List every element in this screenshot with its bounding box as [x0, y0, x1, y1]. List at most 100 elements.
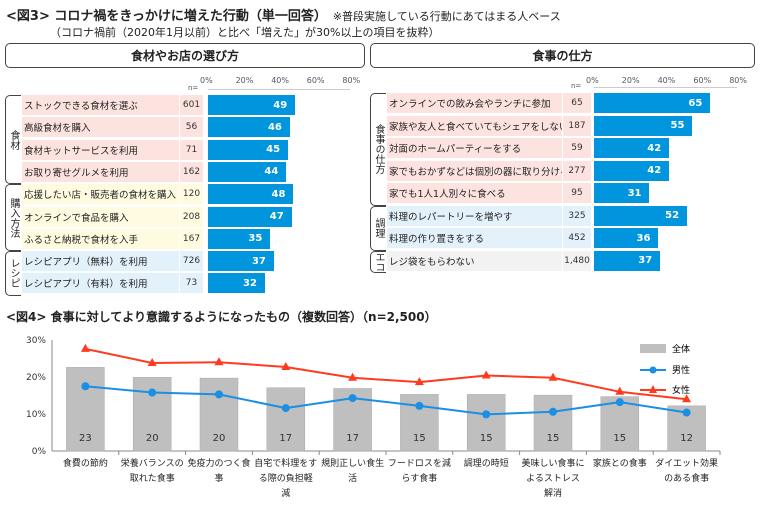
bar: 55 [594, 115, 693, 136]
point-male [549, 407, 557, 416]
row-label: 家族や友人と食べていてもシェアをしない [387, 115, 562, 136]
bar: 49 [208, 95, 296, 115]
axis-tick-label: 20% [235, 76, 254, 85]
row-label: レジ袋をもらわない [387, 250, 562, 271]
bar: 31 [594, 183, 650, 203]
point-male [215, 390, 223, 399]
fig3-title: <図3> コロナ禍をきっかけに増えた行動（単一回答） ※普段実施している行動にあて… [6, 9, 561, 24]
row-label: 料理のレパートリーを増やす [387, 205, 562, 226]
x-category-label: 栄養バランスの [121, 457, 184, 469]
point-male [482, 410, 491, 419]
group-label: レシピ [5, 251, 21, 296]
row-n: 187 [563, 115, 591, 136]
x-category-label: 事 [214, 472, 223, 484]
point-female [281, 362, 291, 371]
point-female [682, 394, 692, 403]
x-category-label: 食費の節約 [63, 457, 108, 469]
row-label: オンラインで食品を購入 [22, 206, 179, 227]
point-male [281, 404, 290, 413]
row-n: 167 [180, 228, 203, 249]
bar-label: 15 [480, 433, 493, 444]
bar-label: 20 [213, 433, 226, 444]
legend-marker [649, 385, 657, 393]
row-n: 95 [563, 183, 591, 203]
axis-line [208, 89, 351, 90]
bar: 65 [594, 93, 711, 113]
row-label: レシピアプリ（有料）を利用 [22, 273, 179, 294]
bar-total [199, 377, 239, 452]
n-label: n= [188, 84, 199, 92]
row-label: 食材キットサービスを利用 [22, 139, 179, 160]
row-label: 家でも1人1人別々に食べる [387, 183, 562, 203]
point-male [348, 394, 357, 403]
row-n: 162 [180, 161, 203, 182]
bar: 44 [208, 161, 287, 182]
group-label: 食事の仕方 [370, 93, 386, 206]
row-n: 1,480 [563, 250, 591, 271]
bar-label: 15 [547, 433, 560, 444]
x-category-label: 美味しい食事に [521, 457, 584, 469]
axis-tick-label: 60% [693, 76, 712, 85]
fig4-title: <図4> 食事に対してより意識するようになったもの（複数回答）（n=2,500） [6, 310, 437, 324]
point-female [615, 386, 625, 395]
point-female [80, 343, 90, 352]
x-category-label: 自宅で料理をす [254, 457, 317, 469]
left-panel-heading: 食材やお店の選び方 [5, 43, 365, 68]
bar: 37 [594, 250, 661, 271]
legend-label: 女性 [672, 384, 690, 396]
group-label: 調理 [370, 205, 386, 251]
row-label: 対面のホームパーティーをする [387, 138, 562, 158]
bar-total [466, 394, 506, 452]
x-category-label: フードロスを減 [388, 457, 451, 469]
x-category-label: 取れた食事 [130, 472, 175, 484]
x-category-label: 家族との食事 [593, 457, 647, 469]
y-tick-label: 30% [26, 336, 46, 346]
row-label: 料理の作り置きをする [387, 228, 562, 248]
x-category-label: る際の負担軽 [259, 472, 313, 484]
row-n: 71 [180, 139, 203, 160]
row-label: 応援したい店・販売者の食材を購入 [22, 184, 179, 205]
axis-line [594, 87, 738, 88]
row-n: 325 [563, 205, 591, 226]
row-n: 59 [563, 138, 591, 158]
x-category-label: 活 [348, 472, 357, 484]
point-male [682, 408, 691, 417]
line-male [85, 385, 687, 416]
bar: 48 [208, 184, 294, 205]
bar-total [533, 394, 573, 452]
axis-tick-label: 20% [621, 76, 640, 85]
point-female [548, 372, 558, 381]
point-male [415, 401, 424, 410]
row-n: 452 [563, 228, 591, 248]
bar: 42 [594, 160, 670, 181]
bar: 52 [594, 205, 688, 226]
row-n: 726 [180, 251, 203, 272]
x-category-label: よるストレス [526, 473, 580, 484]
fig3-subtitle: （コロナ禍前（2020年1月以前）と比べ「増えた」が30%以上の項目を抜粋） [50, 26, 440, 39]
group-label: 購入方法 [5, 184, 21, 252]
row-n: 277 [563, 160, 591, 181]
legend-label: 全体 [672, 343, 690, 355]
bar-label: 20 [146, 433, 159, 444]
x-category-label: 減 [281, 487, 290, 499]
right-panel-heading: 食事の仕方 [370, 43, 755, 68]
x-category-label: 免疫力のつく食 [187, 457, 250, 469]
y-tick-label: 10% [26, 410, 46, 420]
row-label: お取り寄せグルメを利用 [22, 161, 179, 182]
axis-tick-label: 60% [306, 76, 325, 85]
legend-marker [649, 366, 657, 374]
fig3-note: ※普段実施している行動にあてはまる人ベース [332, 10, 561, 23]
point-female [481, 370, 491, 379]
x-category-label: のある食事 [664, 472, 709, 484]
x-category-label: 規則正しい食生 [321, 457, 384, 469]
x-category-label: 調理の時短 [464, 457, 509, 469]
bar-label: 12 [680, 433, 693, 444]
bar-total [266, 387, 306, 452]
bar: 35 [208, 228, 271, 249]
row-n: 208 [180, 206, 203, 227]
x-category-label: ダイエット効果 [655, 457, 718, 469]
y-tick-label: 0% [32, 447, 47, 457]
point-male [148, 388, 157, 397]
row-label: ふるさと納税で食材を入手 [22, 228, 179, 249]
row-label: 家でもおかずなどは個別の器に取り分ける [387, 160, 562, 181]
